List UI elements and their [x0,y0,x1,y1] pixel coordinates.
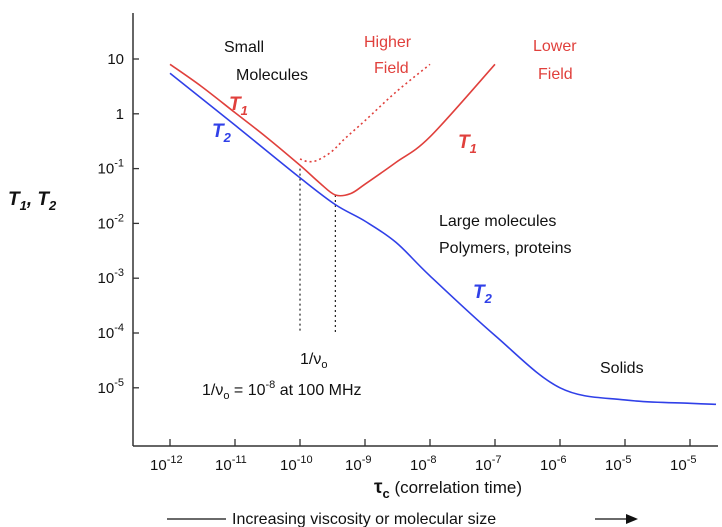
x-tick-label: 10-11 [215,454,247,474]
series-label-t2-right: T2 [473,282,493,306]
y-tick-label: 10-1 [98,158,124,178]
y-tick-label: 1 [116,106,124,123]
y-ticks: 10 1 10-1 10-2 10-3 10-4 10-5 [98,51,139,397]
y-tick-label: 10-2 [98,212,124,232]
footer-label: Increasing viscosity or molecular size [232,511,496,527]
x-tick-label: 10-9 [345,454,371,474]
x-axis-label: τc (correlation time) [374,477,522,501]
annotation-nu: 1/νo [300,351,327,371]
x-tick-label: 10-10 [280,454,313,474]
y-tick-label: 10-4 [98,322,124,342]
series-line-2 [169,72,717,406]
annotation-polymers: Polymers, proteins [439,240,572,257]
axes [132,13,718,447]
x-tick-label: 10-8 [410,454,436,474]
footer-arrow: Increasing viscosity or molecular size [167,511,638,527]
series-label-t1-right: T1 [458,132,477,156]
series-lines [169,63,717,406]
annotation-solids: Solids [600,360,644,377]
y-tick-label: 10-5 [98,377,124,397]
annotation-small: Small [224,39,264,56]
y-axis-label: T1, T2 [8,189,57,213]
x-tick-label: 10-6 [540,454,566,474]
series-line-1 [299,63,431,163]
annotation-large-molecules: Large molecules [439,213,556,230]
y-tick-label: 10-3 [98,267,124,287]
y-tick-label: 10 [107,51,124,68]
annotation-lower-field: Field [538,66,573,83]
x-tick-label: 10-5 [605,454,631,474]
x-ticks: 10-12 10-11 10-10 10-9 10-8 10-7 10-6 10-5 10-5 [150,439,696,474]
series-label-t2-left: T2 [212,121,232,145]
annotation-higher-field: Field [374,60,409,77]
series-line-0 [169,63,496,197]
guide-lines [299,168,336,334]
x-tick-label: 10-5 [670,454,696,474]
x-tick-label: 10-12 [150,454,183,474]
annotation-lower: Lower [533,38,577,55]
x-tick-label: 10-7 [475,454,501,474]
annotation-higher: Higher [364,34,412,51]
series-label-t1-left: T1 [229,94,248,118]
annotation-nu-equation: 1/νo = 10-8 at 100 MHz [202,379,362,402]
annotation-molecules: Molecules [236,67,308,84]
